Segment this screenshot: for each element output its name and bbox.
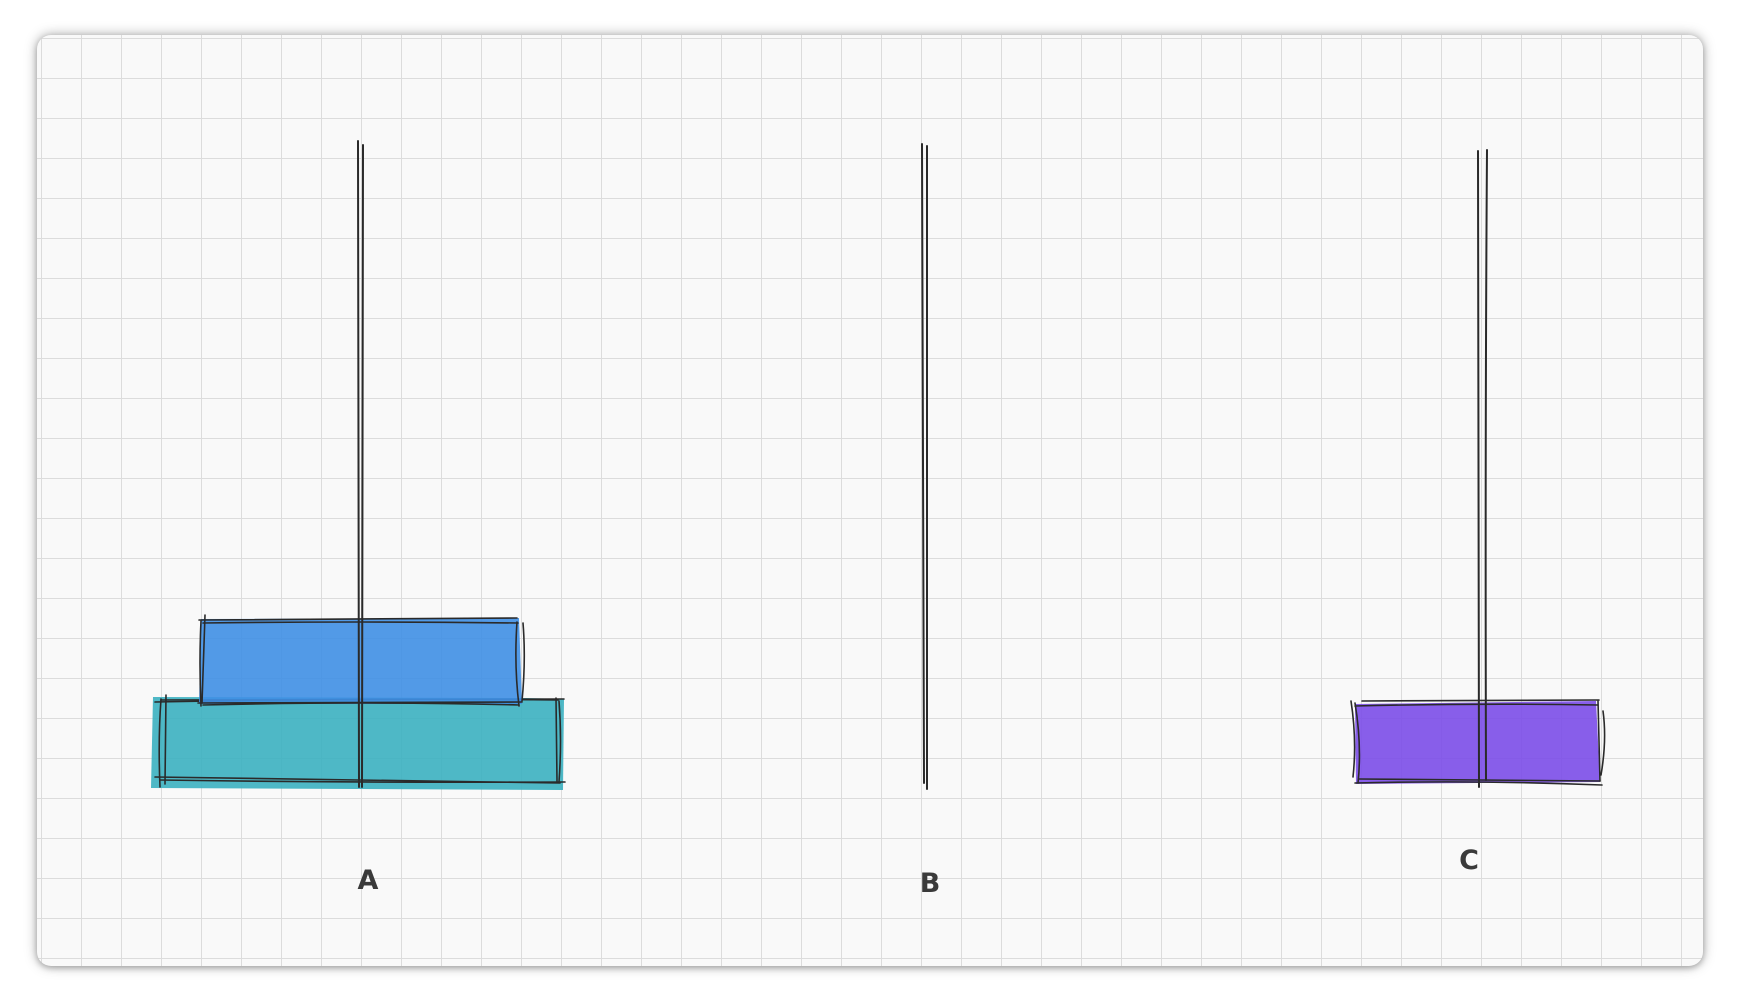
disk-a-2-fill — [199, 618, 522, 704]
peg-label-c: C — [1459, 845, 1479, 876]
disk-a-1-fill — [151, 697, 564, 790]
drawing-canvas[interactable]: A B C — [37, 35, 1703, 966]
disk-c-1[interactable] — [1350, 699, 1606, 786]
peg-a-rod — [357, 140, 364, 788]
disk-c-1-fill — [1355, 701, 1600, 784]
peg-c-rod — [1477, 149, 1488, 788]
peg-label-b: B — [920, 868, 941, 899]
peg-label-a: A — [358, 865, 379, 896]
disk-a-2[interactable] — [197, 614, 526, 707]
peg-b-rod — [921, 143, 928, 790]
